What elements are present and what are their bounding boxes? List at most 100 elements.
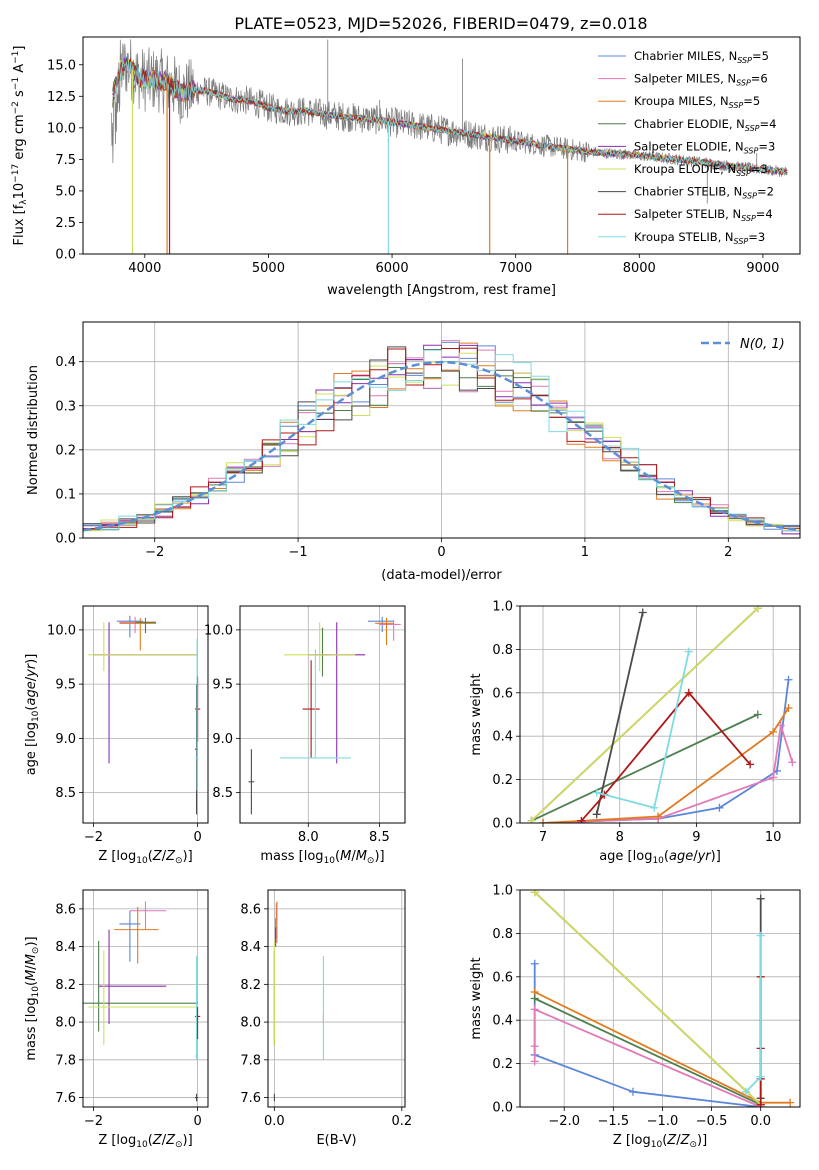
y-tick-label: 9.5 xyxy=(55,678,76,693)
x-tick-label: 8000 xyxy=(623,261,656,276)
x-tick-label: 1 xyxy=(581,545,589,560)
x-axis-label: mass [log10(M/M⊙)] xyxy=(260,849,384,866)
weight-point xyxy=(756,894,765,903)
y-tick-label: 0.4 xyxy=(492,730,513,745)
x-tick-label: 0 xyxy=(437,545,445,560)
axes-mass-vs-Z: −2 0 7.6 7.8 8.0 8.2 8.4 8.6 Z [log10(Z/Z⊙)] mass… xyxy=(24,889,209,1150)
weight-point xyxy=(650,803,659,812)
y-tick-label: 8.2 xyxy=(240,978,261,993)
plot-area xyxy=(273,901,324,1102)
y-tick-label: 0.2 xyxy=(55,443,76,458)
y-tick-label: 9.5 xyxy=(212,678,233,693)
y-tick-label: 0.2 xyxy=(492,773,513,788)
axes-frame xyxy=(82,36,801,255)
y-tick-label: 10.0 xyxy=(204,623,233,638)
axes-frame xyxy=(267,889,406,1108)
x-tick-label: 9 xyxy=(692,830,700,845)
y-tick-label: 0.6 xyxy=(492,686,513,701)
x-tick-label: 5000 xyxy=(252,261,285,276)
axes-age-vs-Z: −2 0 8.5 9.0 9.5 10.0 Z [log10(Z/Z⊙)] age [log1… xyxy=(24,605,209,866)
x-tick-label: −1.0 xyxy=(647,1114,679,1129)
plot-area xyxy=(88,615,201,815)
y-axis-label: mass weight xyxy=(469,957,484,1039)
weight-point xyxy=(684,647,693,656)
y-tick-label: 0.0 xyxy=(492,1101,513,1116)
weight-point xyxy=(786,1098,795,1107)
y-axis-label: Normed distribution xyxy=(26,365,41,495)
weight-series xyxy=(530,607,759,822)
x-axis-label: (data-model)/error xyxy=(381,568,502,583)
weight-point xyxy=(530,1042,539,1051)
y-tick-label: 1.0 xyxy=(492,884,513,899)
y-tick-label: 0.8 xyxy=(492,643,513,658)
axes-age-vs-mass: 8.0 8.5 8.5 9.0 9.5 10.0 mass [log10(M/M⊙)] xyxy=(204,605,406,866)
legend-entry: Kroupa ELODIE, NSSP=3 xyxy=(634,162,768,178)
y-tick-label: 0.0 xyxy=(55,248,76,263)
legend-entry: Kroupa MILES, NSSP=5 xyxy=(634,94,760,110)
y-tick-label: 10.0 xyxy=(47,121,76,136)
x-tick-label: 10 xyxy=(765,830,782,845)
axes-frame xyxy=(519,889,801,1108)
y-tick-label: 7.6 xyxy=(240,1091,261,1106)
y-tick-label: 0.0 xyxy=(492,817,513,832)
y-tick-label: 0.4 xyxy=(492,1014,513,1029)
weight-point xyxy=(530,959,539,968)
y-tick-label: 7.8 xyxy=(240,1053,261,1068)
y-axis-label: mass weight xyxy=(469,673,484,755)
x-tick-label: 0 xyxy=(193,1114,201,1129)
axes-weight-vs-age: 7 8 9 10 0.0 0.2 0.4 0.6 0.8 1.0 age [log10(age/yr… xyxy=(469,600,801,866)
y-tick-label: 0.2 xyxy=(492,1057,513,1072)
weight-point xyxy=(784,703,793,712)
weight-point xyxy=(592,810,601,819)
y-tick-label: 0.3 xyxy=(55,399,76,414)
weight-point xyxy=(746,760,755,769)
legend: N(0, 1) xyxy=(701,337,785,352)
y-tick-label: 1.0 xyxy=(492,600,513,615)
y-tick-label: 15.0 xyxy=(47,58,76,73)
x-tick-label: 7 xyxy=(539,830,547,845)
y-tick-label: 10.0 xyxy=(47,623,76,638)
x-tick-label: 0.0 xyxy=(264,1114,285,1129)
y-axis-label: Flux [fλ10−17 erg cm−2 s−1 A−1] xyxy=(11,46,29,246)
plot-area xyxy=(111,39,788,254)
y-tick-label: 9.0 xyxy=(55,732,76,747)
weight-point xyxy=(753,710,762,719)
y-tick-label: 8.6 xyxy=(55,902,76,917)
x-axis-label: wavelength [Angstrom, rest frame] xyxy=(327,283,556,298)
model-spectrum xyxy=(112,59,788,175)
y-axis-label: age [log10(age/yr)] xyxy=(24,654,41,776)
plot-area xyxy=(527,606,797,823)
y-tick-label: 12.5 xyxy=(47,90,76,105)
x-tick-label: −2 xyxy=(84,830,103,845)
weight-series xyxy=(542,707,790,823)
weight-series xyxy=(595,612,644,815)
y-tick-label: 0.4 xyxy=(55,355,76,370)
residual-histogram xyxy=(83,349,800,538)
y-tick-label: 7.5 xyxy=(55,153,76,168)
y-tick-label: 8.4 xyxy=(55,940,76,955)
axes-frame xyxy=(239,605,406,824)
x-axis-label: E(B-V) xyxy=(316,1133,356,1148)
y-tick-label: 5.0 xyxy=(55,184,76,199)
weight-point xyxy=(527,816,536,823)
y-tick-label: 0.1 xyxy=(55,487,76,502)
x-tick-label: −2.0 xyxy=(548,1114,580,1129)
x-tick-label: −0.5 xyxy=(696,1114,728,1129)
y-tick-label: 8.5 xyxy=(212,786,233,801)
y-tick-label: 7.8 xyxy=(55,1053,76,1068)
weight-point xyxy=(684,688,693,697)
axes-frame xyxy=(519,605,801,824)
legend-entry: Salpeter ELODIE, NSSP=3 xyxy=(634,139,775,155)
y-tick-label: 0.8 xyxy=(492,927,513,942)
plot-area xyxy=(83,340,800,538)
weight-point xyxy=(784,675,793,684)
axes-frame xyxy=(82,605,209,824)
plot-area xyxy=(248,616,401,815)
weight-point xyxy=(638,608,647,617)
legend-entry: Salpeter STELIB, NSSP=4 xyxy=(634,207,773,223)
axes-residuals: −2 −1 0 1 2 0.0 0.1 0.2 0.3 0.4 N(0, 1) (data-model… xyxy=(26,321,801,583)
axes-mass-vs-ebv: 0.0 0.2 7.6 7.8 8.0 8.2 8.4 8.6 E(B-V) xyxy=(240,889,412,1148)
weight-point xyxy=(539,819,548,823)
x-axis-label: Z [log10(Z/Z⊙)] xyxy=(98,849,192,866)
plot-area xyxy=(530,890,795,1107)
